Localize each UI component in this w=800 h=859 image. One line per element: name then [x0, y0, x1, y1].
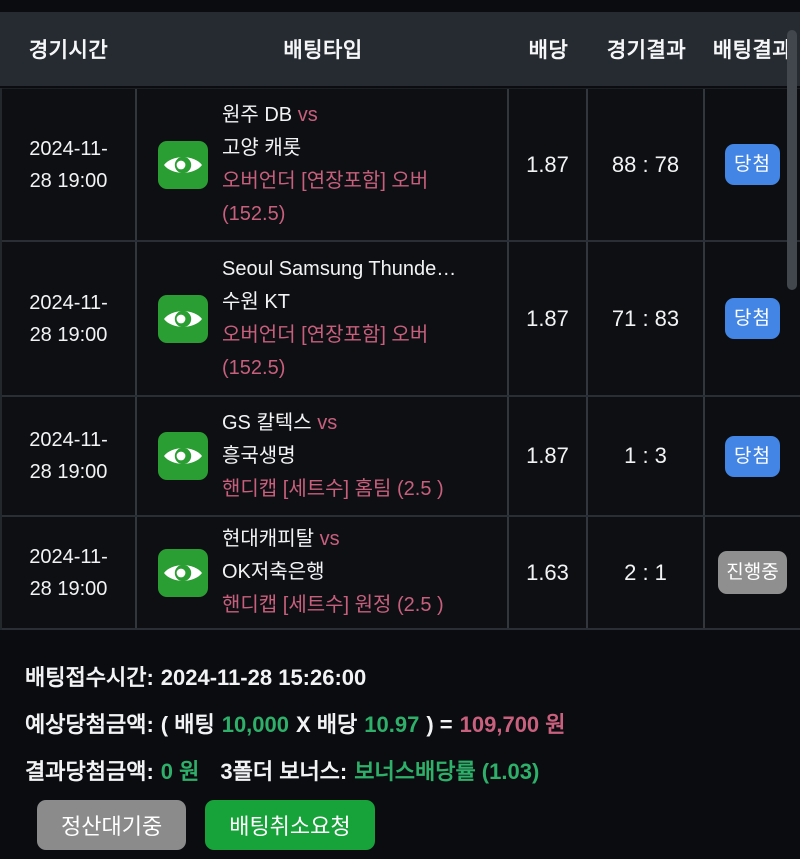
- game-time-cell: 2024-11- 28 19:00: [2, 517, 137, 628]
- bet-type-cell: GS 칼텍스 vs 흥국생명 핸디캡 [세트수] 홈팀 (2.5 ): [137, 397, 509, 515]
- score-cell: 1 : 3: [588, 397, 705, 515]
- bonus-value: 보너스배당률 (1.03): [354, 759, 540, 784]
- matchup-line1: 현대캐피탈 vs: [222, 528, 340, 550]
- bet-kind: 핸디캡 [세트수] 원정 (2.5 ): [222, 594, 444, 616]
- bet-amount: 10,000: [221, 712, 289, 737]
- expected-mid: X 배당: [296, 712, 358, 737]
- table-row: 2024-11- 28 19:00 현대캐피탈 vs OK저축은행 핸디캡 [세…: [2, 517, 800, 630]
- result-cell: 당첨: [705, 89, 800, 240]
- status-badge: 진행중: [718, 551, 787, 594]
- table-row: 2024-11- 28 19:00 원주 DB vs 고양 캐롯 오버언더 [연…: [2, 88, 800, 242]
- column-header-game-result: 경기결과: [606, 39, 687, 62]
- odds-cell: 1.87: [509, 89, 588, 240]
- action-buttons: 정산대기중 배팅취소요청: [37, 800, 375, 850]
- game-date: 2024-11-: [29, 545, 108, 568]
- total-odds: 10.97: [364, 712, 420, 737]
- bet-kind: 오버언더 [연장포함] 오버 (152.5): [222, 169, 429, 225]
- matchup-line1: Seoul Samsung Thunde…: [222, 257, 457, 280]
- score-cell: 71 : 83: [588, 242, 705, 395]
- game-time-cell: 2024-11- 28 19:00: [2, 242, 137, 395]
- game-time: 28 19:00: [29, 323, 108, 346]
- odds-cell: 1.87: [509, 242, 588, 395]
- bet-table: 2024-11- 28 19:00 원주 DB vs 고양 캐롯 오버언더 [연…: [0, 88, 800, 630]
- receipt-time-label: 배팅접수시간:: [25, 665, 154, 690]
- game-time: 28 19:00: [29, 169, 108, 192]
- expected-amount-line: 예상당첨금액: ( 배팅 10,000 X 배당 10.97 ) = 109,7…: [25, 707, 785, 754]
- eye-icon[interactable]: [158, 294, 208, 343]
- cancel-bet-request-button[interactable]: 배팅취소요청: [205, 800, 375, 850]
- bet-kind: 오버언더 [연장포함] 오버 (152.5): [222, 323, 429, 379]
- eye-icon[interactable]: [158, 548, 208, 597]
- game-time: 28 19:00: [29, 577, 108, 600]
- result-cell: 진행중: [705, 517, 800, 628]
- eye-icon[interactable]: [158, 432, 208, 480]
- vs-label: vs: [317, 411, 338, 434]
- vs-label: vs: [319, 528, 340, 550]
- matchup-line1: 원주 DB vs: [222, 103, 318, 126]
- matchup-line2: 고양 캐롯: [222, 136, 302, 159]
- odds-cell: 1.87: [509, 397, 588, 515]
- matchup-line2: 수원 KT: [222, 290, 290, 313]
- game-time: 28 19:00: [29, 461, 108, 483]
- column-header-odds: 배당: [528, 39, 569, 62]
- bet-type-cell: 현대캐피탈 vs OK저축은행 핸디캡 [세트수] 원정 (2.5 ): [137, 517, 509, 628]
- status-badge: 당첨: [725, 298, 780, 339]
- result-cell: 당첨: [705, 397, 800, 515]
- eye-icon[interactable]: [158, 140, 208, 189]
- bet-type-cell: Seoul Samsung Thunde… 수원 KT 오버언더 [연장포함] …: [137, 242, 509, 395]
- matchup-line2: OK저축은행: [222, 561, 325, 583]
- result-amount: 0 원: [160, 759, 200, 784]
- column-header-bet-result: 배팅결과: [712, 39, 793, 62]
- status-badge: 당첨: [725, 435, 780, 477]
- game-date: 2024-11-: [29, 291, 108, 314]
- matchup-line2: 흥국생명: [222, 444, 296, 467]
- matchup-line1: GS 칼텍스 vs: [222, 411, 338, 434]
- bet-summary: 배팅접수시간: 2024-11-28 15:26:00 예상당첨금액: ( 배팅…: [25, 660, 785, 801]
- table-row: 2024-11- 28 19:00 Seoul Samsung Thunde… …: [2, 242, 800, 397]
- settlement-pending-button[interactable]: 정산대기중: [37, 800, 187, 850]
- column-header-game-time: 경기시간: [28, 39, 109, 62]
- column-header-bet-type: 배팅타입: [283, 39, 363, 62]
- result-label: 결과당첨금액:: [25, 759, 154, 784]
- receipt-time-line: 배팅접수시간: 2024-11-28 15:26:00: [25, 660, 785, 707]
- odds-cell: 1.63: [509, 517, 588, 628]
- score-cell: 88 : 78: [588, 89, 705, 240]
- table-header: 경기시간 배팅타입 배당 경기결과 배팅결과: [0, 12, 800, 86]
- game-date: 2024-11-: [29, 137, 108, 160]
- bet-kind: 핸디캡 [세트수] 홈팀 (2.5 ): [222, 477, 444, 500]
- bet-type-cell: 원주 DB vs 고양 캐롯 오버언더 [연장포함] 오버 (152.5): [137, 89, 509, 240]
- game-date: 2024-11-: [29, 429, 108, 451]
- vs-label: vs: [297, 103, 318, 126]
- game-time-cell: 2024-11- 28 19:00: [2, 89, 137, 240]
- bonus-label: 3폴더 보너스:: [220, 759, 348, 784]
- vertical-scrollbar[interactable]: [787, 30, 797, 290]
- expected-close: ) =: [426, 712, 453, 737]
- expected-label: 예상당첨금액:: [25, 712, 154, 737]
- expected-amount: 109,700 원: [459, 712, 566, 737]
- result-cell: 당첨: [705, 242, 800, 395]
- receipt-time-value: 2024-11-28 15:26:00: [160, 665, 367, 690]
- game-time-cell: 2024-11- 28 19:00: [2, 397, 137, 515]
- expected-open: ( 배팅: [160, 712, 215, 737]
- status-badge: 당첨: [725, 144, 780, 185]
- result-amount-line: 결과당첨금액: 0 원 3폴더 보너스: 보너스배당률 (1.03): [25, 754, 785, 801]
- score-cell: 2 : 1: [588, 517, 705, 628]
- table-row: 2024-11- 28 19:00 GS 칼텍스 vs 흥국생명 핸디캡 [세트…: [2, 397, 800, 517]
